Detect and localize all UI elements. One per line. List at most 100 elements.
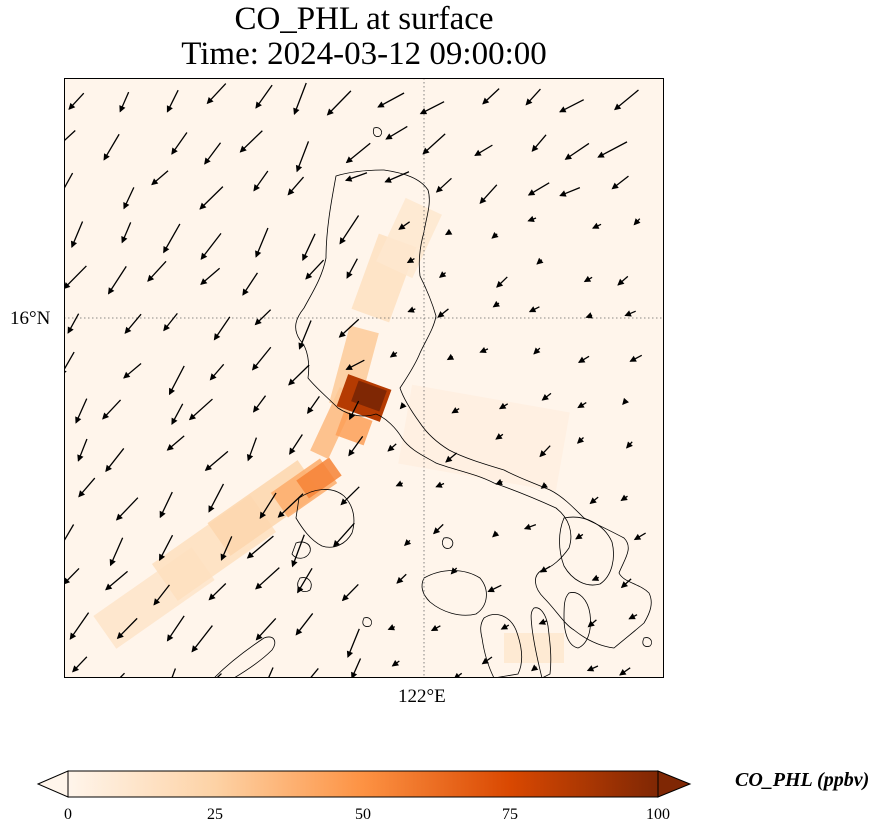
- coastline-panay: [421, 570, 487, 616]
- wind-vector-head: [345, 156, 353, 164]
- wind-vector-head: [124, 326, 132, 334]
- wind-vector-head: [527, 215, 535, 223]
- wind-vector-head: [445, 455, 453, 463]
- wind-vector-head: [539, 566, 548, 573]
- wind-vector-head: [439, 271, 447, 278]
- wind-vector-head: [163, 245, 170, 254]
- wind-vector-head: [255, 633, 263, 641]
- wind-vector-head: [422, 147, 430, 155]
- map-panel[interactable]: [64, 78, 664, 678]
- wind-vector-head: [109, 558, 116, 567]
- wind-vector-head: [481, 657, 489, 665]
- wind-vector-head: [500, 623, 509, 630]
- wind-vector-head: [525, 98, 533, 106]
- colorbar-title: CO_PHL (ppbv): [735, 769, 870, 791]
- wind-vector-head: [404, 539, 412, 547]
- wind-vector-head: [395, 480, 403, 487]
- wind-vector-head: [348, 449, 355, 457]
- wind-vector-head: [591, 574, 600, 581]
- wind-vector-head: [116, 632, 124, 640]
- wind-vector-head: [200, 278, 208, 286]
- wind-vector-head: [206, 96, 214, 105]
- wind-vector-head: [625, 441, 633, 449]
- wind-vector-head: [346, 271, 353, 279]
- colorbar-tick-25: 25: [207, 806, 223, 823]
- wind-vector-head: [495, 433, 503, 440]
- wind-vector-head: [341, 594, 349, 602]
- wind-vector-head: [64, 282, 71, 289]
- concentration-patch: [329, 325, 379, 411]
- wind-vector-head: [171, 147, 178, 155]
- wind-vector-head: [239, 145, 247, 153]
- wind-vector-head: [199, 202, 207, 210]
- wind-vector-head: [527, 189, 536, 196]
- wind-vector-head: [406, 256, 415, 264]
- wind-vector-head: [75, 416, 82, 424]
- wind-vector-head: [446, 353, 455, 361]
- wind-vector-head: [396, 576, 404, 584]
- wind-vector-head: [293, 107, 300, 116]
- wind-vector-head: [253, 184, 260, 192]
- wind-vector-shaft: [171, 668, 177, 678]
- wind-vector-head: [450, 567, 458, 575]
- wind-vector-shaft: [64, 129, 76, 142]
- colorbar-extend-max: [657, 770, 692, 798]
- wind-vector-head: [437, 311, 445, 318]
- wind-vector-head: [171, 417, 178, 425]
- wind-vector-head: [68, 102, 76, 110]
- wind-vector-head: [168, 387, 175, 396]
- wind-vector-head: [597, 151, 605, 158]
- colorbar-extend-min: [36, 770, 69, 798]
- longitude-tick-label: 122°E: [398, 686, 446, 707]
- wind-vector-shaft: [277, 493, 304, 518]
- wind-vector-head: [326, 108, 334, 116]
- wind-vector-head: [387, 624, 395, 631]
- wind-vector-head: [620, 581, 628, 589]
- wind-vector-shaft: [64, 172, 74, 190]
- wind-vector-head: [586, 665, 595, 672]
- concentration-patch: [335, 410, 373, 446]
- wind-vector-head: [72, 665, 80, 673]
- wind-vector-head: [564, 153, 572, 160]
- wind-vector-head: [633, 218, 641, 226]
- coastline-mindoro: [295, 489, 355, 548]
- wind-vector-head: [291, 559, 298, 568]
- wind-vector-head: [77, 454, 84, 462]
- wind-vector-head: [254, 318, 262, 326]
- wind-vector-head: [344, 175, 353, 182]
- colorbar-tick-50: 50: [355, 806, 371, 823]
- wind-vector-head: [559, 190, 567, 197]
- wind-vector-head: [559, 106, 567, 113]
- wind-vector-head: [435, 185, 443, 193]
- wind-vector-head: [105, 583, 113, 591]
- wind-vectors: [64, 82, 646, 678]
- wind-vector-head: [151, 178, 159, 186]
- wind-vector-head: [295, 628, 303, 636]
- wind-vector-head: [629, 355, 637, 362]
- wind-vector-head: [492, 300, 500, 308]
- wind-vector-head: [153, 598, 161, 606]
- wind-vector-head: [391, 659, 399, 667]
- wind-vector-head: [611, 182, 619, 190]
- wind-vector-head: [633, 533, 642, 541]
- wind-vector-head: [298, 342, 305, 350]
- wind-vector-head: [115, 513, 123, 521]
- wind-vector-head: [123, 202, 130, 210]
- colorbar: [36, 770, 692, 798]
- wind-vector-head: [159, 510, 166, 519]
- wind-vector-head: [191, 645, 199, 653]
- wind-vector-head: [591, 222, 600, 229]
- wind-vector-head: [399, 402, 407, 410]
- wind-vector-head: [333, 540, 340, 548]
- concentration-patch: [351, 380, 387, 412]
- coastline-island-4: [362, 617, 372, 627]
- wind-vector-head: [251, 363, 259, 371]
- wind-vector-head: [531, 664, 539, 672]
- wind-vector-head: [147, 274, 155, 282]
- wind-vector-head: [617, 278, 625, 286]
- wind-vector-head: [454, 672, 461, 678]
- wind-vector-head: [204, 157, 211, 165]
- coastline-luzon: [295, 169, 652, 649]
- wind-vector-head: [533, 347, 541, 355]
- wind-vector-head: [491, 231, 499, 239]
